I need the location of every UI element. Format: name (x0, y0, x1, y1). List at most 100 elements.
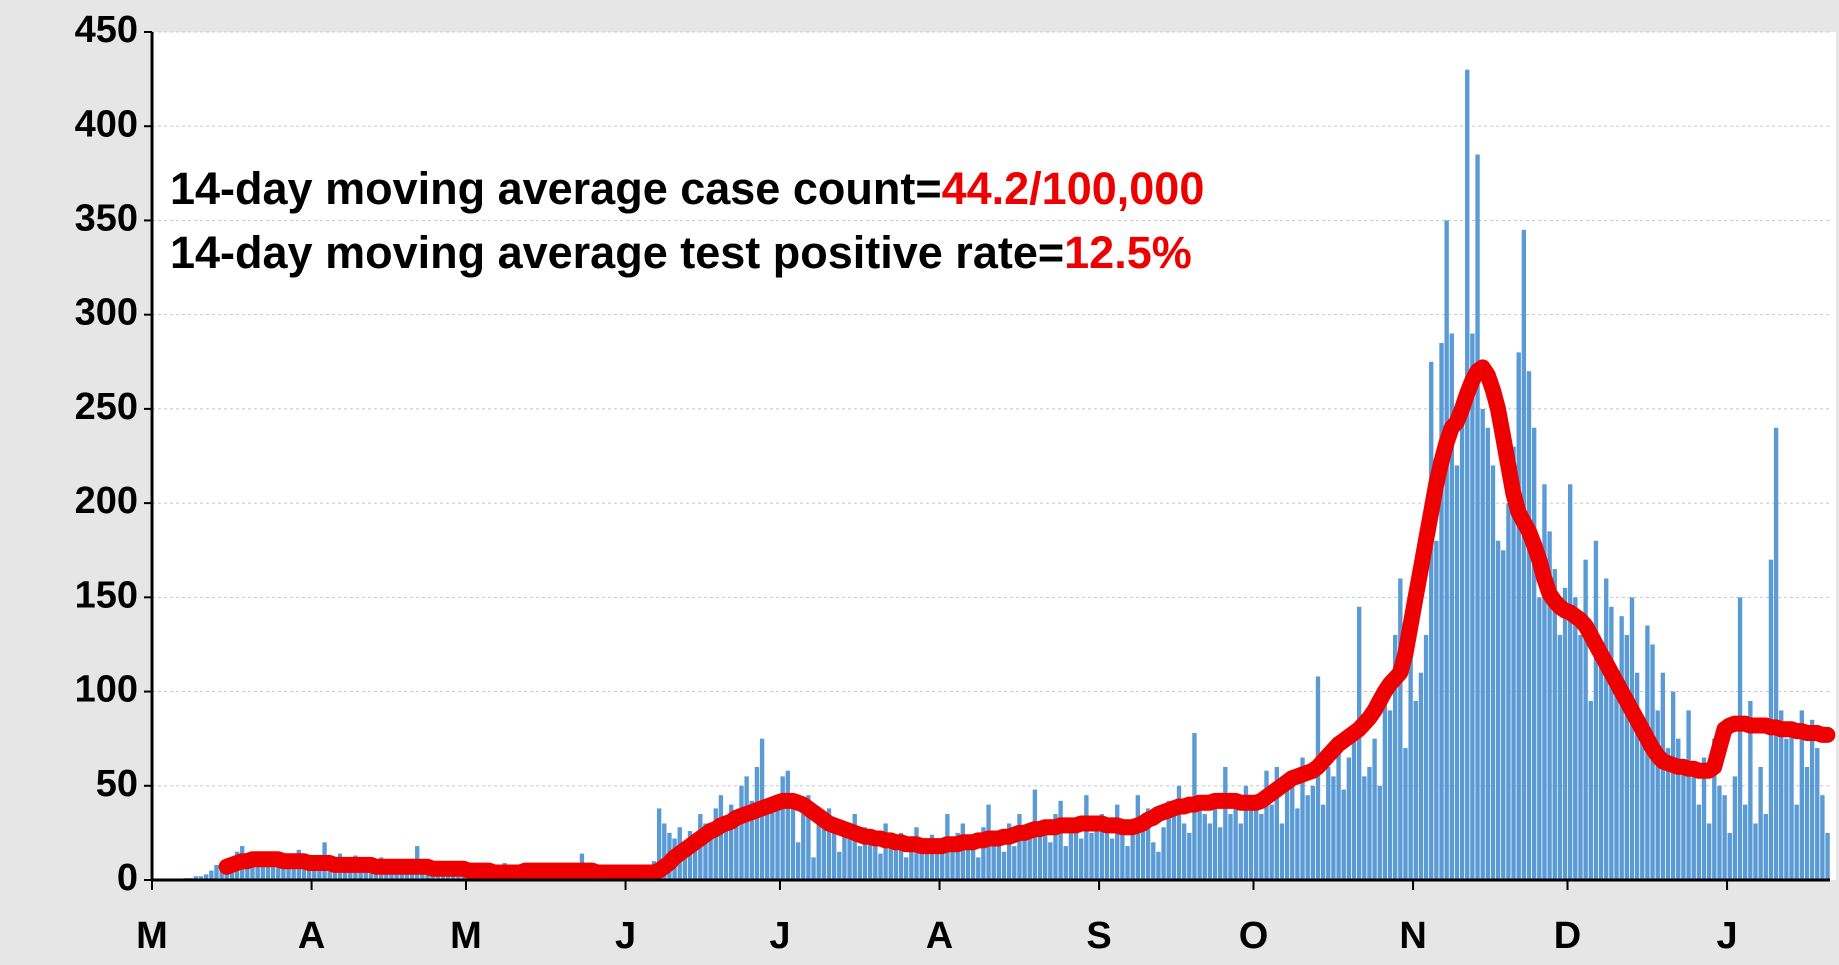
bar (806, 795, 811, 880)
bar (1315, 676, 1321, 880)
bar (1470, 333, 1475, 880)
bar (1243, 785, 1249, 880)
bar (1809, 719, 1815, 880)
bar (1037, 832, 1043, 880)
bar (713, 808, 718, 880)
bar (1207, 823, 1213, 880)
bar (991, 842, 996, 880)
bar (1722, 795, 1727, 880)
bar (960, 823, 966, 880)
bar (1290, 776, 1295, 880)
bar (1387, 710, 1393, 880)
bar (1557, 635, 1563, 880)
bar (1212, 795, 1218, 880)
bar (1125, 846, 1130, 880)
bar (1619, 616, 1624, 880)
bar (1753, 823, 1758, 880)
bar (1506, 503, 1511, 880)
bar (203, 874, 209, 880)
bar (1269, 804, 1274, 880)
bar (1109, 838, 1115, 880)
bar (1465, 69, 1470, 880)
bar (1320, 804, 1326, 880)
bar (1217, 827, 1223, 880)
bar (1048, 842, 1053, 880)
bar (368, 868, 374, 880)
bar (1686, 710, 1691, 880)
x-tick-label: N (1399, 915, 1426, 957)
bar (1248, 808, 1254, 880)
bar (765, 804, 770, 880)
bar (1712, 738, 1717, 880)
bar (754, 766, 760, 880)
bar (1655, 710, 1660, 880)
bar (1161, 827, 1166, 880)
bar (1511, 446, 1516, 880)
bar (734, 812, 739, 880)
bar (970, 838, 976, 880)
bar (1475, 154, 1480, 880)
bar (662, 823, 667, 880)
bar (1413, 700, 1418, 880)
bar (950, 851, 955, 880)
bar (883, 823, 888, 880)
bar (1135, 795, 1141, 880)
bar (1331, 776, 1336, 880)
bar (919, 849, 924, 880)
x-tick-label: O (1239, 915, 1269, 957)
bar (692, 846, 698, 880)
y-tick-label: 250 (75, 386, 138, 428)
bar (1398, 578, 1403, 880)
bar (1670, 691, 1676, 880)
bar (1300, 757, 1305, 880)
bar (193, 876, 199, 880)
y-tick-label: 50 (96, 763, 138, 805)
bar (1696, 804, 1702, 880)
bar (1274, 766, 1279, 880)
bar (862, 827, 868, 880)
y-tick-label: 350 (75, 197, 138, 239)
bar (1454, 465, 1460, 880)
bar (1490, 465, 1496, 880)
bar (1804, 766, 1810, 880)
bar (1233, 800, 1238, 880)
bar (1423, 635, 1429, 880)
bar (1434, 540, 1439, 880)
bar (1562, 587, 1568, 880)
bar (744, 776, 749, 880)
x-tick-label: M (136, 915, 168, 957)
bar (1408, 653, 1413, 880)
bar (1403, 748, 1408, 880)
bar (1171, 814, 1177, 880)
bar (1784, 738, 1789, 880)
bar (1521, 229, 1527, 880)
bar (1115, 804, 1120, 880)
bar (1259, 814, 1264, 880)
y-tick-label: 0 (117, 857, 138, 899)
bar (1820, 795, 1825, 880)
bar (1732, 776, 1738, 880)
bar (1063, 846, 1068, 880)
bar (1531, 427, 1537, 880)
bar (904, 857, 909, 880)
bar (1176, 785, 1182, 880)
bar (1449, 333, 1454, 880)
bar (790, 804, 796, 880)
bar (1372, 738, 1377, 880)
bar (1156, 851, 1161, 880)
bar (1439, 342, 1444, 880)
bar (842, 823, 847, 880)
bar (1748, 700, 1753, 880)
bar (1573, 597, 1578, 880)
bar (1356, 606, 1362, 880)
bar (1681, 766, 1686, 880)
bar (1017, 814, 1022, 880)
bar (1295, 808, 1300, 880)
annotation-value: 44.2/100,000 (942, 163, 1205, 214)
bar (1151, 842, 1156, 880)
bar (1418, 672, 1424, 880)
annotation-text: 14-day moving average test positive rate… (170, 227, 1064, 278)
bar (1202, 814, 1207, 880)
bar (1660, 672, 1666, 880)
